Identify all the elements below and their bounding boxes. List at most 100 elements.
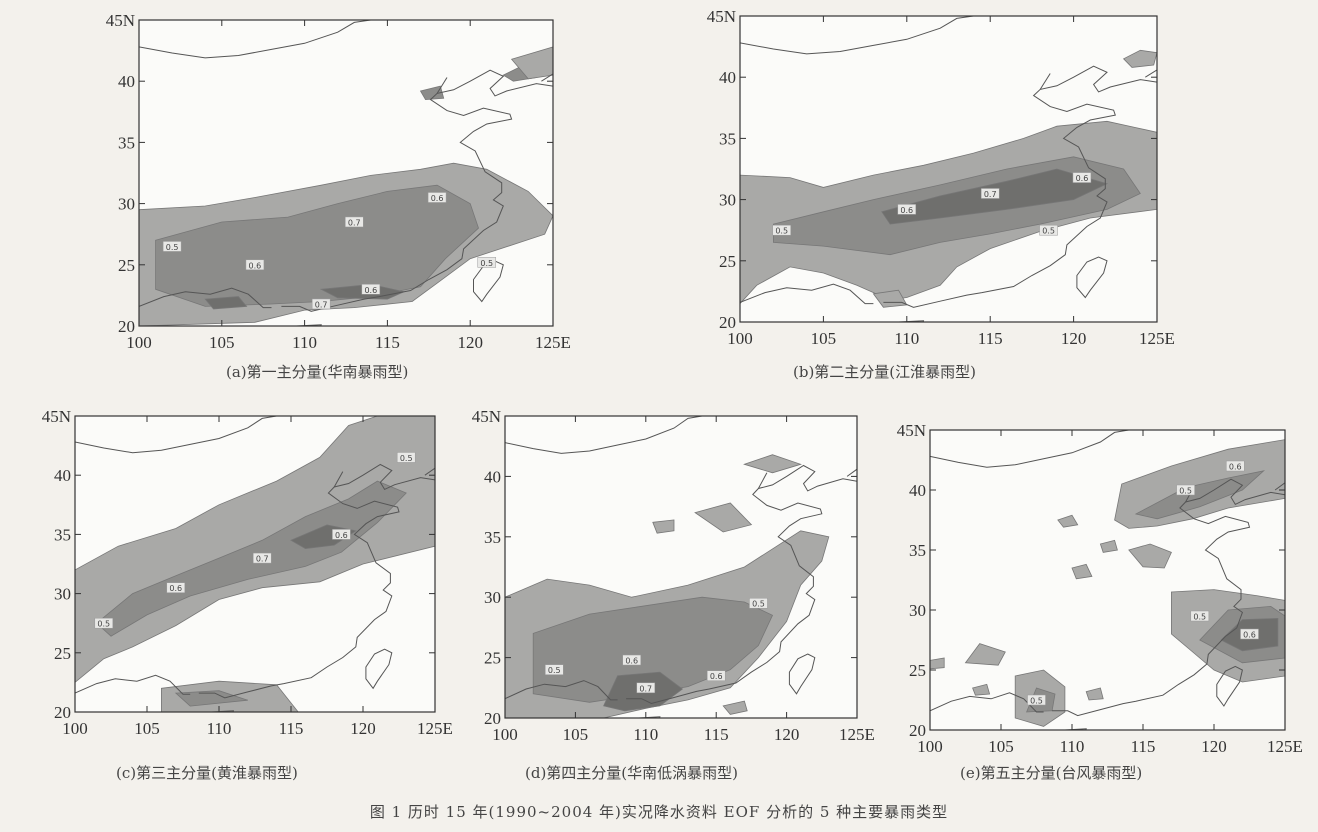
plot-frame	[739, 15, 1158, 323]
contour-label: 0.6	[706, 670, 726, 681]
figure-caption: 图 1 历时 15 年(1990~2004 年)实况降水资料 EOF 分析的 5…	[369, 803, 949, 821]
x-tick-label: 120	[774, 725, 800, 744]
contour-label: 0.6	[245, 259, 265, 270]
contour-label: 0.7	[636, 682, 656, 693]
svg-text:0.7: 0.7	[348, 218, 361, 227]
svg-text:0.6: 0.6	[625, 657, 638, 666]
plot-frame	[74, 415, 436, 713]
y-tick-label: 30	[118, 195, 135, 214]
taiwan-outline	[1076, 256, 1108, 299]
rain-region-level-1	[510, 46, 553, 80]
border-south-line	[139, 287, 272, 309]
coastline-line	[1052, 478, 1285, 717]
x-tick-label: 125E	[1267, 737, 1303, 756]
border-south-line	[930, 692, 1044, 713]
y-tick-label: 40	[484, 467, 501, 486]
svg-text:0.6: 0.6	[1229, 463, 1242, 472]
rain-region-level-1	[1085, 687, 1104, 701]
contour-label: 0.6	[166, 582, 186, 593]
x-tick-label: 100	[727, 329, 753, 348]
border-north-line	[75, 416, 277, 454]
svg-text:0.5: 0.5	[166, 243, 179, 252]
svg-text:0.5: 0.5	[1179, 487, 1192, 496]
map-b: 0.5 0.6 0.7 0.6 0.5 100 105 110 115 120 125E 20 25 30…	[707, 7, 1175, 348]
x-tick-label: 125E	[839, 725, 875, 744]
y-tick-label: 20	[484, 709, 501, 728]
svg-text:0.6: 0.6	[1076, 174, 1089, 183]
rain-region-level-1	[1128, 543, 1172, 569]
contour-label: 0.6	[1226, 460, 1245, 472]
contour-label: 0.7	[252, 552, 272, 564]
contour-label: 0.6	[1240, 628, 1259, 640]
y-tick-label: 45N	[472, 407, 501, 426]
svg-text:0.6: 0.6	[249, 261, 262, 270]
svg-text:0.5: 0.5	[775, 227, 788, 236]
contour-label: 0.6	[361, 284, 381, 295]
border-north-line	[740, 16, 974, 55]
svg-text:0.5: 0.5	[752, 600, 765, 609]
x-tick-label: 100	[62, 719, 88, 738]
taiwan-outline	[473, 260, 504, 303]
x-tick-label: 100	[917, 737, 943, 756]
svg-text:0.6: 0.6	[710, 672, 723, 681]
contour-label: 0.7	[345, 216, 364, 227]
svg-text:0.7: 0.7	[639, 684, 652, 693]
svg-text:0.6: 0.6	[900, 206, 913, 215]
border-korea-line	[424, 467, 435, 476]
coastline-line	[626, 464, 857, 705]
y-tick-label: 20	[719, 313, 736, 332]
contour-label: 0.5	[772, 224, 791, 236]
svg-text:0.6: 0.6	[1243, 631, 1256, 640]
coast-bohai-line	[436, 77, 448, 94]
contour-label: 0.5	[749, 597, 768, 609]
taiwan-outline	[365, 648, 393, 690]
y-tick-label: 25	[909, 661, 926, 680]
x-tick-label: 110	[207, 719, 232, 738]
svg-text:0.7: 0.7	[984, 190, 997, 199]
plot-frame	[138, 19, 554, 327]
y-tick-label: 30	[54, 585, 71, 604]
x-tick-label: 120	[457, 333, 483, 352]
panel-a: 0.5 0.6 0.7 0.6 0.5 0.6 0.7 100 105 110 115 120 125E…	[90, 10, 571, 360]
border-north-line	[505, 416, 703, 454]
rain-region-level-1	[1122, 49, 1157, 68]
x-tick-label: 105	[134, 719, 160, 738]
y-tick-label: 30	[484, 588, 501, 607]
x-tick-label: 120	[350, 719, 376, 738]
y-tick-label: 25	[118, 256, 135, 275]
x-tick-label: 125E	[535, 333, 571, 352]
y-tick-label: 35	[719, 129, 736, 148]
x-tick-label: 100	[492, 725, 518, 744]
y-tick-label: 30	[909, 601, 926, 620]
rain-region-level-2	[95, 480, 407, 637]
y-tick-label: 40	[118, 72, 135, 91]
border-korea-line	[541, 73, 553, 82]
svg-text:0.6: 0.6	[364, 286, 377, 295]
panel-c: 0.5 0.6 0.7 0.6 0.5 100 105 110 115 120 125E 20 25 30…	[25, 407, 455, 738]
border-north-line	[930, 430, 1129, 468]
caption-a: (a)第一主分量(华南暴雨型)	[226, 363, 409, 381]
contour-label: 0.5	[1027, 694, 1046, 706]
x-tick-label: 120	[1201, 737, 1227, 756]
y-tick-label: 20	[909, 721, 926, 740]
contour-label: 0.6	[427, 192, 447, 203]
rain-region-level-1	[964, 643, 1006, 666]
rain-region-level-1	[722, 700, 748, 715]
svg-text:0.5: 0.5	[480, 259, 493, 268]
rain-region-level-1	[1099, 539, 1118, 553]
y-tick-label: 35	[484, 528, 501, 547]
rain-region-level-1	[1057, 514, 1079, 528]
coast-bohai-line	[1039, 73, 1051, 90]
x-tick-label: 100	[126, 333, 152, 352]
coast-bohai-line	[333, 471, 344, 488]
panel-b: 0.5 0.6 0.7 0.6 0.5 100 105 110 115 120 125E 20 25 30…	[690, 7, 1175, 358]
contour-label: 0.5	[477, 257, 497, 268]
svg-text:0.6: 0.6	[335, 531, 348, 540]
contour-label: 0.6	[332, 529, 351, 540]
contour-label: 0.5	[94, 617, 114, 629]
coastline-line	[198, 463, 435, 699]
coast-bohai-line	[757, 472, 768, 489]
y-tick-label: 45N	[707, 7, 736, 26]
border-north-line	[139, 20, 371, 59]
x-tick-label: 120	[1061, 329, 1087, 348]
